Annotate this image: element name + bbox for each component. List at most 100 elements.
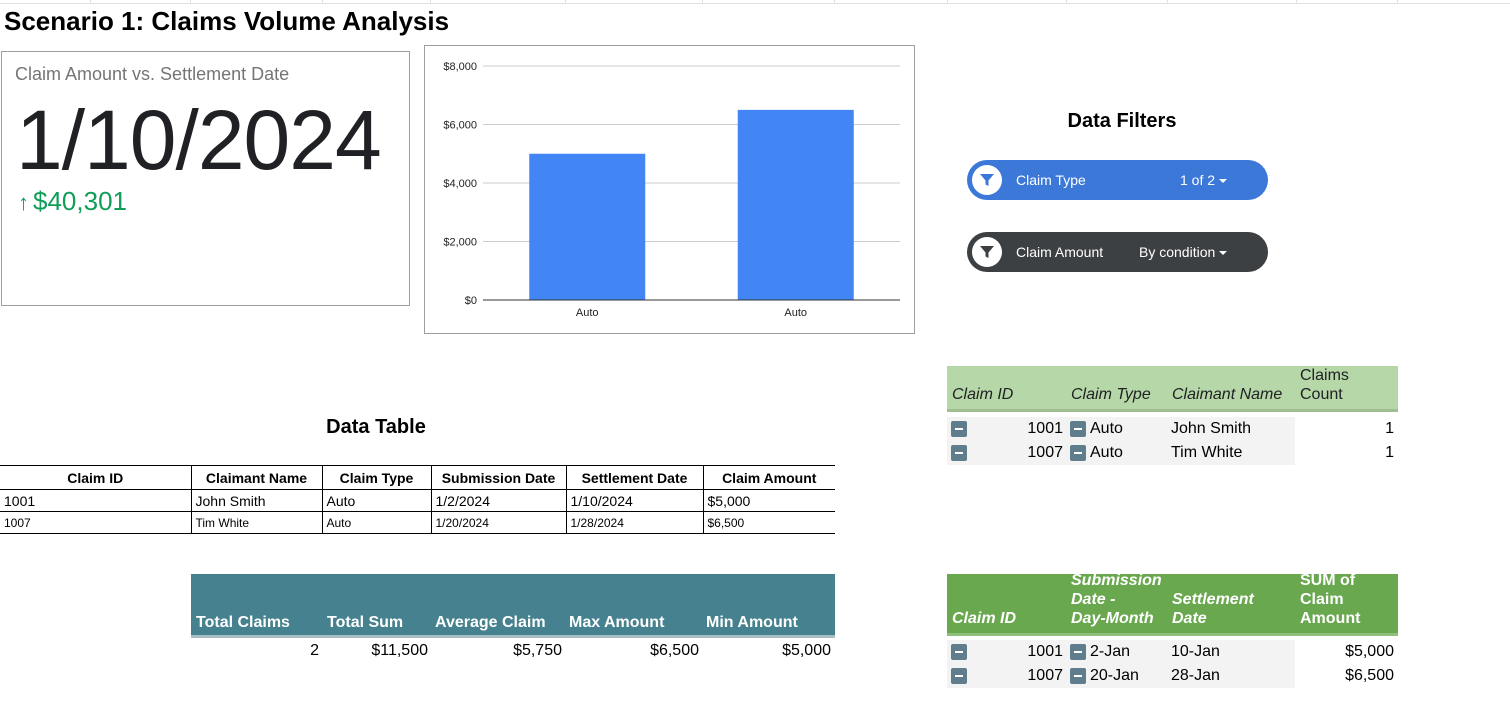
filter-chip-label: Claim Amount: [1016, 244, 1104, 260]
summary-value-total-sum[interactable]: $11,500: [371, 642, 428, 659]
pivot-row: 1001 Auto John Smith: [947, 417, 1295, 441]
collapse-icon[interactable]: [1070, 644, 1086, 660]
filter-chip-value: 1 of 2: [1180, 172, 1228, 188]
pivot-cell-name[interactable]: John Smith: [1171, 420, 1252, 437]
pivot-header-sum-amount[interactable]: SUM of Claim Amount: [1300, 572, 1361, 627]
collapse-icon[interactable]: [951, 445, 967, 461]
pivot-cell-sum[interactable]: $5,000: [1345, 643, 1394, 660]
y-tick-label: $2,000: [443, 237, 477, 249]
data-table-title: Data Table: [326, 416, 426, 438]
table-cell[interactable]: 1/28/2024: [565, 511, 704, 534]
summary-value-total-claims[interactable]: 2: [310, 642, 319, 659]
y-tick-label: $6,000: [443, 120, 477, 132]
bar[interactable]: [529, 153, 646, 300]
collapse-icon[interactable]: [1070, 421, 1086, 437]
pivot-cell-name[interactable]: Tim White: [1171, 444, 1243, 461]
pivot-header-claim-id[interactable]: Claim ID: [952, 610, 1017, 627]
filter-chip-value: By condition: [1139, 244, 1228, 260]
summary-header-total-claims[interactable]: Total Claims: [196, 614, 290, 631]
scorecard-delta: ↑ $40,301: [18, 186, 127, 217]
pivot-cell-settlement[interactable]: 10-Jan: [1171, 643, 1220, 660]
pivot-row: 1001 2-Jan 10-Jan: [947, 640, 1295, 664]
pivot-row: 1007 20-Jan 28-Jan: [947, 664, 1295, 688]
pivot-table-sum-amount: Claim ID Submission Date - Day-Month Settl…: [947, 572, 1398, 688]
collapse-icon[interactable]: [951, 644, 967, 660]
pivot-row: 1007 Auto Tim White: [947, 441, 1295, 465]
pivot-cell-id[interactable]: 1007: [1027, 667, 1063, 684]
table-cell[interactable]: 1/20/2024: [430, 511, 567, 534]
table-cell[interactable]: $6,500: [702, 511, 835, 534]
pivot-header: Claim ID Submission Date - Day-Month Settl…: [947, 572, 1398, 636]
table-header-row: Claim ID Claimant Name Claim Type Submis…: [0, 465, 835, 490]
pivot-cell-submission[interactable]: 20-Jan: [1090, 667, 1139, 684]
column-header[interactable]: Submission Date: [430, 465, 567, 490]
pivot-cell-type[interactable]: Auto: [1090, 420, 1123, 437]
table-cell[interactable]: Auto: [321, 489, 432, 512]
caret-down-icon: [1219, 179, 1228, 184]
column-header[interactable]: Claimant Name: [190, 465, 323, 490]
summary-table: Total Claims Total Sum Average Claim Max…: [191, 574, 835, 659]
filter-icon: [972, 237, 1002, 267]
pivot-header-submission-date[interactable]: Submission Date - Day-Month: [1071, 572, 1162, 627]
filter-chip-claim-amount[interactable]: Claim Amount By condition: [967, 232, 1268, 272]
summary-value-max-amount[interactable]: $6,500: [650, 642, 699, 659]
pivot-cell-settlement[interactable]: 28-Jan: [1171, 667, 1220, 684]
summary-header-average-claim[interactable]: Average Claim: [435, 614, 546, 631]
collapse-icon[interactable]: [951, 668, 967, 684]
table-row: 1001 John Smith Auto 1/2/2024 1/10/2024 …: [0, 489, 835, 512]
table-cell[interactable]: 1/2/2024: [430, 489, 567, 512]
collapse-icon[interactable]: [951, 421, 967, 437]
pivot-header-claim-id[interactable]: Claim ID: [952, 386, 1014, 403]
pivot-cell-id[interactable]: 1007: [1027, 444, 1063, 461]
scorecard-chart[interactable]: Claim Amount vs. Settlement Date 1/10/20…: [1, 51, 410, 306]
pivot-header-claims-count[interactable]: Claims Count: [1300, 367, 1349, 403]
collapse-icon[interactable]: [1070, 445, 1086, 461]
summary-header: Total Claims Total Sum Average Claim Max…: [191, 574, 835, 638]
scorecard-label: Claim Amount vs. Settlement Date: [15, 64, 290, 84]
data-table: Claim ID Claimant Name Claim Type Submis…: [0, 465, 835, 534]
pivot-cell-submission[interactable]: 2-Jan: [1090, 643, 1131, 660]
bar-chart-canvas: $8,000 $6,000 $4,000 $2,000 $0 Auto Auto: [443, 61, 900, 319]
pivot-header: Claim ID Claim Type Claimant Name Claims…: [947, 366, 1398, 412]
pivot-header-claimant-name[interactable]: Claimant Name: [1172, 386, 1283, 403]
table-cell[interactable]: 1/10/2024: [565, 489, 704, 512]
bar-chart[interactable]: $8,000 $6,000 $4,000 $2,000 $0 Auto Auto: [424, 45, 915, 334]
pivot-table-claims-count: Claim ID Claim Type Claimant Name Claims…: [947, 366, 1398, 466]
pivot-cell-id[interactable]: 1001: [1027, 643, 1063, 660]
summary-header-min-amount[interactable]: Min Amount: [706, 614, 798, 631]
column-header[interactable]: Claim ID: [0, 465, 192, 490]
column-header[interactable]: Claim Type: [321, 465, 432, 490]
pivot-header-claim-type[interactable]: Claim Type: [1071, 386, 1151, 403]
table-cell[interactable]: John Smith: [190, 489, 323, 512]
table-cell[interactable]: 1001: [0, 489, 192, 512]
pivot-cell-id[interactable]: 1001: [1027, 420, 1063, 437]
y-tick-label: $0: [465, 295, 477, 307]
column-header[interactable]: Claim Amount: [702, 465, 835, 490]
y-tick-label: $4,000: [443, 178, 477, 190]
filter-icon: [972, 165, 1002, 195]
page-title: Scenario 1: Claims Volume Analysis: [4, 6, 450, 36]
table-cell[interactable]: $5,000: [702, 489, 835, 512]
pivot-cell-count[interactable]: 1: [1385, 420, 1394, 437]
table-cell[interactable]: 1007: [0, 511, 192, 534]
summary-value-average-claim[interactable]: $5,750: [513, 642, 562, 659]
y-tick-label: $8,000: [443, 61, 477, 73]
summary-header-max-amount[interactable]: Max Amount: [569, 614, 665, 631]
filter-chip-claim-type[interactable]: Claim Type 1 of 2: [967, 160, 1268, 200]
collapse-icon[interactable]: [1070, 668, 1086, 684]
pivot-cell-count[interactable]: 1: [1385, 444, 1394, 461]
pivot-cell-sum[interactable]: $6,500: [1345, 667, 1394, 684]
bar[interactable]: [737, 109, 854, 300]
x-tick-label: Auto: [576, 307, 599, 319]
table-cell[interactable]: Auto: [321, 511, 432, 534]
summary-header-total-sum[interactable]: Total Sum: [327, 614, 404, 631]
pivot-header-settlement-date[interactable]: Settlement Date: [1172, 591, 1254, 627]
pivot-cell-type[interactable]: Auto: [1090, 444, 1123, 461]
table-cell[interactable]: Tim White: [190, 511, 323, 534]
filter-chip-label: Claim Type: [1016, 172, 1086, 188]
table-row: 1007 Tim White Auto 1/20/2024 1/28/2024 …: [0, 511, 835, 534]
summary-value-min-amount[interactable]: $5,000: [782, 642, 831, 659]
caret-down-icon: [1219, 251, 1228, 256]
arrow-up-icon: ↑: [18, 190, 29, 215]
column-header[interactable]: Settlement Date: [565, 465, 704, 490]
